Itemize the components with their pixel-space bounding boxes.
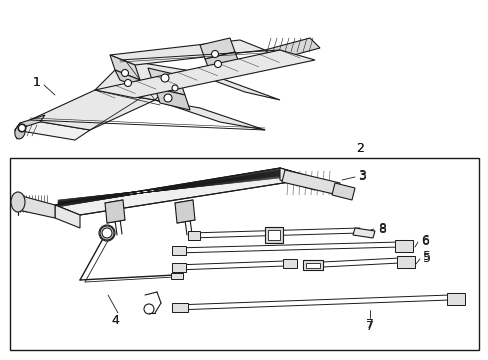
Ellipse shape (15, 125, 25, 139)
Polygon shape (15, 120, 90, 140)
Circle shape (214, 60, 221, 68)
Bar (264, 227, 283, 243)
Ellipse shape (11, 192, 25, 212)
Bar (283, 259, 296, 268)
Ellipse shape (99, 225, 115, 241)
Polygon shape (115, 70, 145, 90)
Polygon shape (352, 228, 374, 238)
Text: 2: 2 (355, 141, 363, 154)
Polygon shape (282, 170, 339, 195)
Polygon shape (105, 200, 125, 223)
Polygon shape (95, 50, 314, 98)
Polygon shape (110, 55, 140, 80)
Polygon shape (30, 90, 155, 130)
Text: 3: 3 (357, 168, 365, 181)
Polygon shape (200, 38, 235, 59)
Text: 7: 7 (365, 320, 373, 333)
Polygon shape (15, 115, 45, 130)
Text: 2: 2 (355, 141, 363, 154)
Bar (267, 230, 280, 240)
Text: 7: 7 (365, 319, 373, 332)
Bar (172, 263, 185, 272)
Text: 6: 6 (420, 234, 428, 248)
Bar (10, 158, 478, 350)
Circle shape (163, 94, 172, 102)
Text: 1: 1 (33, 76, 41, 89)
Ellipse shape (18, 124, 26, 132)
Polygon shape (184, 70, 280, 100)
Bar (396, 256, 414, 268)
Bar (172, 303, 187, 312)
Polygon shape (15, 123, 22, 139)
Polygon shape (155, 88, 190, 110)
Circle shape (211, 50, 218, 58)
Polygon shape (18, 195, 55, 218)
Polygon shape (280, 168, 314, 190)
Polygon shape (264, 38, 319, 60)
Text: 5: 5 (422, 251, 430, 264)
Bar (446, 293, 464, 305)
Polygon shape (331, 183, 354, 200)
Polygon shape (155, 100, 264, 130)
Text: 3: 3 (357, 170, 365, 183)
Circle shape (172, 85, 178, 91)
Circle shape (124, 80, 131, 86)
Polygon shape (55, 205, 80, 228)
Bar (305, 263, 319, 268)
Text: 6: 6 (420, 234, 428, 247)
Bar (303, 260, 323, 270)
Bar (187, 231, 200, 240)
Bar (172, 246, 185, 255)
Circle shape (102, 228, 112, 238)
Bar (394, 240, 412, 252)
Polygon shape (175, 200, 195, 223)
Circle shape (121, 69, 128, 77)
Polygon shape (55, 168, 314, 215)
Text: 4: 4 (111, 314, 119, 327)
Polygon shape (148, 68, 184, 95)
Circle shape (19, 125, 25, 131)
Text: 8: 8 (377, 221, 385, 234)
Text: 4: 4 (111, 314, 119, 327)
Circle shape (161, 74, 169, 82)
Text: 1: 1 (33, 76, 41, 89)
Text: 8: 8 (377, 222, 385, 235)
Polygon shape (95, 60, 184, 100)
Polygon shape (204, 52, 240, 72)
Text: 5: 5 (422, 252, 430, 265)
Polygon shape (110, 40, 264, 65)
Bar (171, 273, 183, 279)
